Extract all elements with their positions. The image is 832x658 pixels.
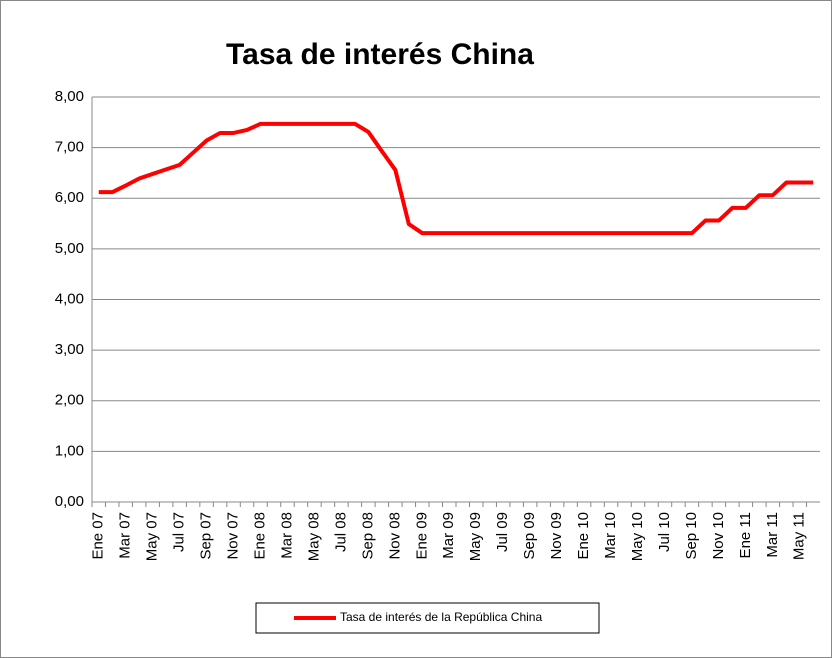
x-tick-label: Nov 09 bbox=[548, 512, 565, 560]
x-tick-label: Sep 07 bbox=[198, 512, 215, 560]
y-tick-label: 7,00 bbox=[55, 139, 84, 156]
x-tick-label: Sep 10 bbox=[683, 512, 700, 560]
x-tick-label: Nov 07 bbox=[225, 512, 242, 560]
chart-title: Tasa de interés China bbox=[226, 38, 534, 71]
line-series bbox=[98, 121, 814, 236]
x-tick-label: Mar 07 bbox=[117, 512, 134, 559]
x-tick-label: Ene 07 bbox=[90, 512, 107, 560]
x-tick-label: Jul 07 bbox=[171, 512, 188, 552]
x-tick-label: Mar 10 bbox=[602, 512, 619, 559]
y-tick-label: 3,00 bbox=[55, 341, 84, 358]
x-tick-label: Ene 10 bbox=[575, 512, 592, 560]
x-tick-label: Ene 08 bbox=[251, 512, 268, 560]
x-tick-label: May 07 bbox=[144, 512, 161, 561]
y-tick-label: 6,00 bbox=[55, 189, 84, 206]
y-tick-label: 0,00 bbox=[55, 493, 84, 510]
y-tick-label: 2,00 bbox=[55, 392, 84, 409]
y-tick-label: 1,00 bbox=[55, 442, 84, 459]
x-tick-label: Jul 09 bbox=[494, 512, 511, 552]
x-tick-label: Ene 09 bbox=[413, 512, 430, 560]
x-tick-label: Mar 09 bbox=[440, 512, 457, 559]
x-tick-label: May 11 bbox=[791, 512, 808, 560]
x-tick-label: Sep 08 bbox=[359, 512, 376, 560]
x-tick-label: Ene 11 bbox=[737, 512, 754, 558]
x-tick-label: Nov 08 bbox=[386, 512, 403, 560]
x-tick-label: Mar 08 bbox=[278, 512, 295, 559]
x-tick-label: Jul 08 bbox=[332, 512, 349, 552]
x-tick-label: May 10 bbox=[629, 512, 646, 561]
x-tick-label: Jul 10 bbox=[656, 512, 673, 552]
y-tick-label: 5,00 bbox=[55, 240, 84, 257]
legend-label: Tasa de interés de la República China bbox=[340, 610, 542, 624]
x-tick-label: Mar 11 bbox=[764, 512, 781, 558]
y-tick-label: 4,00 bbox=[55, 290, 84, 307]
x-tick-label: Sep 09 bbox=[521, 512, 538, 560]
x-tick-label: May 08 bbox=[305, 512, 322, 561]
x-tick-label: May 09 bbox=[467, 512, 484, 561]
y-tick-label: 8,00 bbox=[55, 88, 84, 105]
x-tick-label: Nov 10 bbox=[710, 512, 727, 560]
